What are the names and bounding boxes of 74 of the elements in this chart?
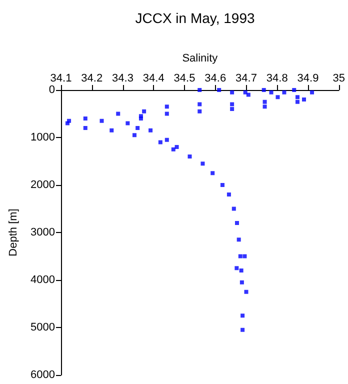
point [164,112,169,116]
point [239,268,244,272]
x-tick-label: 34.7 [236,72,257,84]
point [83,126,88,130]
x-tick-label: 34.4 [142,72,164,84]
point [174,145,179,149]
point [83,116,88,120]
point [230,102,234,106]
point [234,221,239,225]
y-tick-label: 1000 [30,132,55,144]
point [110,128,114,132]
point [198,109,202,114]
point [282,90,286,94]
point [296,100,300,104]
point [244,290,248,294]
y-tick-label: 3000 [30,226,55,238]
point [262,100,267,104]
point [240,280,244,284]
point [292,88,296,92]
point [236,238,241,242]
point [262,104,267,109]
point [171,147,176,152]
point [226,192,231,196]
point [238,254,242,258]
point [242,254,247,258]
point [164,104,169,109]
point [232,206,236,211]
y-tick-label: 0 [48,84,55,96]
y-axis-title: Depth [m] [8,208,20,256]
point [164,138,169,142]
y-tick-label: 6000 [30,369,55,381]
point [132,133,136,138]
y-tick-label: 5000 [30,322,55,334]
x-tick-label: 35 [332,72,346,84]
chart-title: JCCX in May, 1993 [135,10,255,26]
point [136,126,140,130]
point [188,154,192,158]
x-axis-title: Salinity [182,52,218,64]
point [296,95,300,100]
point [230,90,234,94]
point [65,121,70,126]
x-tick-label: 34.8 [266,72,288,84]
point [234,266,239,270]
point [142,109,146,114]
y-tick-label: 4000 [30,274,55,286]
point [246,92,250,97]
point [198,102,202,106]
point [138,116,143,120]
point [243,90,248,94]
point [310,90,314,94]
x-tick-label: 34.3 [112,72,134,84]
point [210,171,215,176]
point [240,314,245,318]
point [100,118,104,123]
point [148,128,153,132]
x-tick-label: 34.5 [174,72,196,84]
point [240,328,245,332]
point [217,88,222,92]
point [262,88,266,92]
x-tick-label: 34.1 [50,72,72,84]
x-tick-label: 34.9 [297,72,319,84]
point [158,140,162,144]
y-tick-label: 2000 [30,179,55,191]
point [126,121,130,126]
point [198,88,202,92]
point [230,107,234,111]
point [269,90,274,94]
point [302,98,306,102]
point [116,112,120,116]
point [220,183,224,187]
point [276,95,280,100]
point [200,162,205,166]
x-tick-label: 34.2 [81,72,103,84]
x-tick-label: 34.6 [204,72,226,84]
